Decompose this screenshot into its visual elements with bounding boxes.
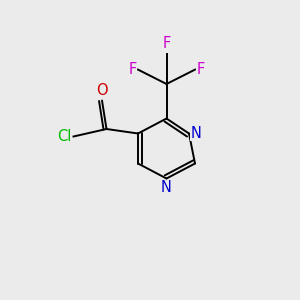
Text: F: F [162, 36, 171, 51]
Text: F: F [128, 62, 136, 77]
Text: F: F [196, 62, 205, 77]
Text: Cl: Cl [58, 129, 72, 144]
Text: N: N [161, 180, 172, 195]
Text: N: N [190, 126, 201, 141]
Text: O: O [96, 83, 108, 98]
